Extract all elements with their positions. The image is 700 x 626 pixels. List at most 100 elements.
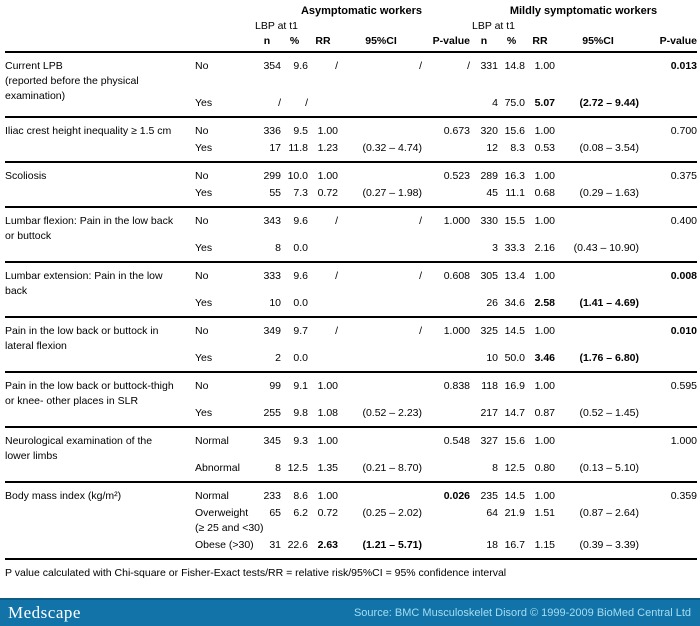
cell: 0.68 [534,187,555,199]
cell: 345 [263,435,281,447]
cell [428,296,470,311]
trait-label: Pain in the low back or buttock-thigh or… [5,380,174,407]
table-row: No 349 9.7 / / 1.000 325 14.5 1.00 0.010 [195,324,697,339]
cell: 0.359 [670,490,697,502]
cell: 1.00 [534,435,555,447]
table-row-group: Pain in the low back or buttock in later… [5,318,697,373]
cell: 0.72 [317,507,338,519]
group-subtitle-mildly-symptomatic: LBP at t1 [472,20,516,32]
col-header-ci-mild: 95%CI [582,35,614,47]
cell [338,489,428,504]
cell [645,141,697,156]
cell: 26 [486,297,498,309]
cell [428,406,470,421]
cell: (0.32 – 4.74) [362,142,422,154]
col-header-pct-asymptomatic: % [289,35,300,47]
cell: 325 [480,325,498,337]
cell [338,96,428,111]
cell [308,351,338,366]
cell [428,506,470,536]
table-row: Normal 233 8.6 1.00 0.026 235 14.5 1.00 0.359 [195,489,697,504]
table-row: Yes 17 11.8 1.23 (0.32 – 4.74) 12 8.3 0.53 (0.08… [195,141,697,156]
table-row-group: Lumbar flexion: Pain in the low back or … [5,208,697,263]
col-header-pct-mild: % [506,35,517,47]
cell: 1.00 [317,380,338,392]
category-label: No [195,325,209,337]
trait-label: Lumbar flexion: Pain in the low back or … [5,215,174,242]
cell: (1.41 – 4.69) [579,297,639,309]
cell: 14.8 [504,60,525,72]
cell: 1.00 [317,435,338,447]
cell: 18 [486,539,498,551]
cell: 17 [269,142,281,154]
cell: 0.375 [670,170,697,182]
table-row-group: Body mass index (kg/m²) Normal 233 8.6 1.00 0… [5,483,697,560]
header-rule [5,51,697,53]
cell: 0.608 [443,270,470,282]
category-rows: No 299 10.0 1.00 0.523 289 16.3 1.00 0.375 Yes 55 7… [195,169,697,201]
cell: (0.52 – 2.23) [362,407,422,419]
cell [645,241,697,256]
category-label: Yes [195,142,213,154]
cell: 11.1 [505,187,525,199]
category-label: Yes [195,242,213,254]
cell: 15.6 [504,125,525,137]
cell: 55 [269,187,281,199]
cell [555,169,645,184]
cell: 0.548 [443,435,470,447]
trait-label: Pain in the low back or buttock in later… [5,325,159,352]
category-label: Yes [195,187,213,199]
cell: 7.3 [293,187,308,199]
cell: 1.00 [534,170,555,182]
cell: 0.673 [443,125,470,137]
table-body: Current LPB (reported before the physica… [5,53,700,560]
cell: 14.5 [504,325,525,337]
footer-bar: Medscape Source: BMC Musculoskelet Disor… [0,598,700,626]
cell: 349 [263,325,281,337]
table-row: Yes 255 9.8 1.08 (0.52 – 2.23) 217 14.7 0.87 (0.… [195,406,697,421]
table-row: No 99 9.1 1.00 0.838 118 16.9 1.00 0.595 [195,379,697,394]
table-row: Yes 10 0.0 26 34.6 2.58 (1.41 – 4.69) [195,296,697,311]
group-title-mildly-symptomatic: Mildly symptomatic workers [509,5,658,17]
trait-label: Iliac crest height inequality ≥ 1.5 cm [5,125,172,137]
cell: 34.6 [504,297,525,309]
source-credit: Source: BMC Musculoskelet Disord © 1999-… [353,607,691,619]
table-header-titles: Asymptomatic workers Mildly symptomatic … [5,4,700,19]
cell: (0.87 – 2.64) [579,507,639,519]
cell: 8.3 [510,142,525,154]
cell: 354 [263,60,281,72]
cell: 16.3 [504,170,525,182]
cell: 10 [486,352,498,364]
cell [338,241,428,256]
cell [338,296,428,311]
col-header-pvalue-mild: P-value [659,35,697,47]
col-header-rr-mild: RR [532,35,548,47]
cell [555,324,645,339]
cell: 336 [263,125,281,137]
cell: 330 [480,215,498,227]
cell [645,296,697,311]
category-label: Normal [195,490,229,502]
cell: 8.6 [293,490,308,502]
cell: 13.4 [504,270,525,282]
table-row-group: Current LPB (reported before the physica… [5,53,697,118]
cell: 5.07 [534,97,555,109]
cell: 16.9 [504,380,525,392]
cell [555,124,645,139]
cell: 235 [480,490,498,502]
cell: 9.6 [293,270,308,282]
cell: 299 [263,170,281,182]
cell: / [419,325,422,337]
cell: 31 [269,539,281,551]
cell: 9.1 [293,380,308,392]
cell: 12.5 [287,462,308,474]
cell: 0.013 [670,60,697,72]
cell: 12.5 [504,462,525,474]
table-row: Overweight (≥ 25 and <30) 65 6.2 0.72 (0.25 … [195,506,697,536]
cell [645,96,697,111]
col-header-ci-asymptomatic: 95%CI [365,35,397,47]
col-header-rr-asymptomatic: RR [315,35,331,47]
cell: 2.63 [317,539,338,551]
cell: 1.000 [670,435,697,447]
cell: (0.13 – 5.10) [579,462,639,474]
